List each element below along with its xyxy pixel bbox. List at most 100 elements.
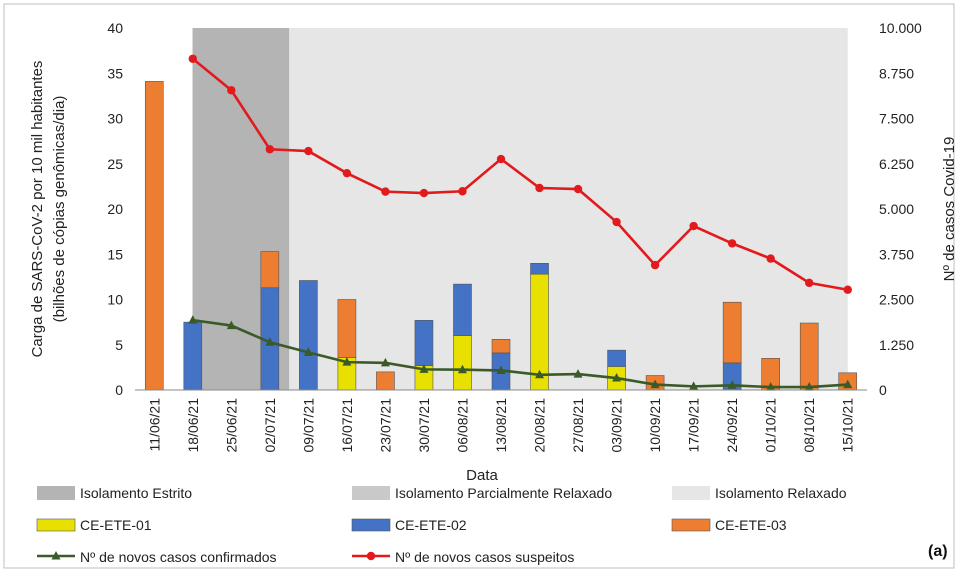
point-series-3-5	[342, 357, 352, 366]
legend: Isolamento Estrito Isolamento Parcialment…	[36, 485, 847, 565]
bar-ce-ete-02-8	[453, 283, 472, 336]
point-series-4-8	[458, 187, 467, 196]
point-series-4-12	[612, 217, 621, 227]
line-series-3	[192, 318, 848, 389]
background-periods	[192, 28, 848, 390]
y-tick-label: 5	[115, 337, 123, 353]
legend-swatch-series-2	[671, 518, 711, 532]
point-series-3-10	[535, 369, 545, 379]
legend-label-series-1: CE-ETE-02	[395, 517, 467, 533]
point-series-4-7	[419, 188, 429, 198]
point-series-4-11	[573, 184, 583, 194]
period-band-0	[192, 28, 309, 390]
legend-label-series-3: Nº de novos casos confirmados	[80, 549, 277, 565]
x-tick-label: 15/10/21	[840, 398, 856, 453]
bar-ce-ete-03-0	[144, 81, 164, 391]
bar-ce-ete-03-15	[722, 301, 742, 364]
y2-tick-label: 10.000	[879, 20, 922, 36]
bar-ce-ete-03-9	[491, 339, 511, 354]
y-tick-label: 35	[107, 65, 123, 81]
line-series-4	[191, 57, 848, 292]
point-series-4-2	[227, 86, 236, 95]
x-tick-label: 30/07/21	[416, 398, 432, 453]
legend-swatch-period-1	[352, 486, 390, 500]
legend-marker-series-4	[366, 551, 376, 561]
bar-ce-ete-02-1	[183, 321, 203, 391]
point-series-4-16	[766, 254, 775, 263]
x-tick-label: 11/06/21	[146, 398, 162, 452]
period-band-2	[289, 28, 848, 390]
x-tick-label: 24/09/21	[724, 398, 740, 453]
point-series-3-1	[188, 315, 198, 324]
legend-label-series-0: CE-ETE-01	[80, 517, 152, 533]
y-axis-title-line-1: (bilhões de cópias genômicas/dia)	[51, 96, 68, 323]
legend-swatch-period-0	[37, 486, 75, 500]
x-tick-label: 16/07/21	[339, 398, 355, 453]
bar-ce-ete-03-3	[260, 251, 280, 289]
bar-ce-ete-03-17	[799, 322, 819, 391]
bar-ce-ete-02-12	[607, 349, 626, 367]
point-series-4-18	[843, 285, 852, 294]
point-series-4-1	[188, 54, 197, 63]
x-tick-label: 18/06/21	[185, 398, 201, 453]
point-series-3-11	[573, 369, 583, 378]
y2-tick-label: 0	[879, 382, 887, 398]
y-tick-label: 20	[107, 201, 123, 217]
x-tick-label: 10/09/21	[647, 398, 663, 453]
x-axis-title: Data	[466, 467, 498, 484]
bar-ce-ete-02-10	[530, 262, 549, 275]
y-tick-label: 15	[107, 246, 123, 262]
point-series-3-18	[843, 379, 853, 389]
x-tick-label: 03/09/21	[609, 398, 625, 453]
point-series-3-8	[457, 364, 467, 374]
y-tick-label: 40	[107, 20, 123, 36]
legend-label-period-1: Isolamento Parcialmente Relaxado	[395, 485, 612, 501]
point-series-4-6	[381, 187, 390, 196]
bar-ce-ete-03-5	[337, 299, 357, 358]
point-series-4-13	[650, 260, 660, 270]
bar-ce-ete-03-6	[376, 371, 395, 391]
legend-swatch-series-0	[36, 518, 76, 532]
legend-label-period-2: Isolamento Relaxado	[715, 485, 847, 501]
lines	[188, 54, 853, 391]
bar-ce-ete-02-7	[414, 320, 434, 366]
point-series-3-3	[265, 337, 275, 346]
point-series-3-16	[766, 382, 776, 391]
x-tick-label: 09/07/21	[300, 398, 316, 453]
y2-tick-label: 5.000	[879, 201, 914, 217]
x-tick-label: 13/08/21	[493, 398, 509, 453]
point-series-3-13	[650, 379, 660, 389]
point-series-4-15	[727, 239, 737, 248]
legend-swatch-series-1	[351, 518, 391, 532]
y-tick-label: 0	[115, 382, 123, 398]
point-series-3-14	[689, 381, 699, 390]
y2-tick-label: 3.750	[879, 246, 914, 262]
bar-ce-ete-02-4	[299, 280, 318, 391]
legend-swatch-period-2	[672, 486, 710, 500]
x-tick-label: 02/07/21	[262, 398, 278, 453]
point-series-3-2	[226, 320, 236, 330]
chart-frame	[3, 3, 955, 569]
axes: 0 5 10 15 20 25 30 35 40 0 1.250 2.500 3.750 5.000 6.2…	[3, 3, 958, 569]
point-series-4-5	[342, 168, 352, 178]
x-tick-label: 25/06/21	[223, 398, 239, 453]
y2-tick-label: 1.250	[879, 337, 914, 353]
point-series-4-3	[265, 145, 275, 154]
x-tick-label: 20/08/21	[532, 398, 548, 453]
point-series-3-12	[612, 373, 622, 382]
y2-tick-label: 2.500	[879, 292, 914, 308]
point-series-3-9	[496, 365, 506, 374]
point-series-3-17	[804, 382, 814, 391]
y2-axis-title: Nº de casos Covid-19	[941, 137, 958, 282]
legend-label-period-0: Isolamento Estrito	[80, 485, 192, 501]
x-tick-label: 08/10/21	[801, 398, 817, 453]
point-series-3-15	[727, 380, 737, 389]
y2-tick-label: 6.250	[879, 156, 914, 172]
x-tick-label: 06/08/21	[454, 398, 470, 453]
legend-marker-series-3	[51, 551, 61, 560]
point-series-4-9	[496, 154, 506, 164]
x-tick-label: 01/10/21	[763, 398, 779, 453]
point-series-4-4	[304, 146, 313, 156]
